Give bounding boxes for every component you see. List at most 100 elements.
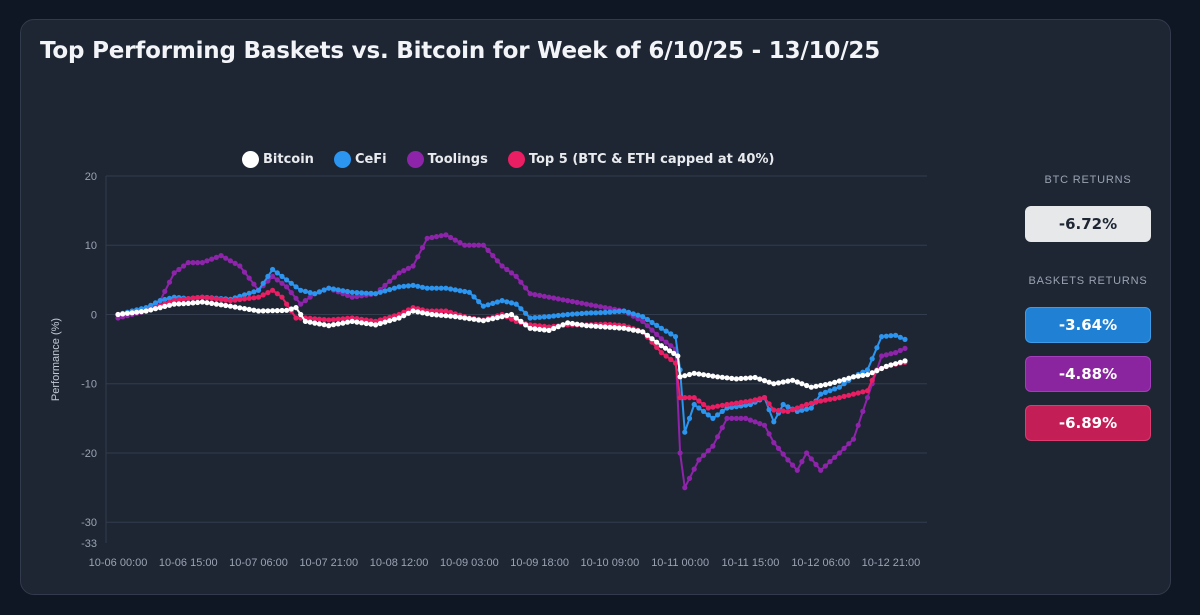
data-point-bitcoin <box>237 305 243 311</box>
data-point-toolings <box>733 415 740 421</box>
data-point-cefi <box>719 408 725 414</box>
data-point-cefi <box>541 314 547 320</box>
data-point-top5 <box>663 353 669 359</box>
data-point-toolings <box>794 467 800 473</box>
data-point-toolings <box>490 253 496 259</box>
x-tick-label: 10-08 12:00 <box>370 557 429 569</box>
data-point-cefi <box>448 286 454 292</box>
data-point-top5 <box>738 399 744 405</box>
y-tick-label: -10 <box>81 379 97 391</box>
data-point-bitcoin <box>209 300 215 306</box>
data-point-toolings <box>438 233 444 239</box>
data-point-cefi <box>668 331 674 337</box>
data-point-bitcoin <box>227 303 233 309</box>
legend-item-bitcoin[interactable]: Bitcoin <box>242 150 314 168</box>
data-point-cefi <box>340 288 346 294</box>
data-point-top5 <box>808 400 814 406</box>
data-point-cefi <box>532 315 538 321</box>
data-point-cefi <box>804 406 810 412</box>
data-point-toolings <box>565 298 571 304</box>
data-point-cefi <box>565 311 571 318</box>
data-point-toolings <box>471 242 477 248</box>
data-point-cefi <box>527 315 533 321</box>
data-point-top5 <box>682 395 688 401</box>
data-point-bitcoin <box>518 318 524 324</box>
data-point-cefi <box>485 302 491 308</box>
x-tick-label: 10-11 00:00 <box>651 557 709 569</box>
data-point-top5 <box>237 296 243 303</box>
data-point-toolings <box>246 275 252 281</box>
data-point-bitcoin <box>822 382 829 388</box>
data-point-cefi <box>265 273 271 279</box>
data-point-cefi <box>373 291 379 297</box>
data-point-bitcoin <box>527 325 533 331</box>
data-point-bitcoin <box>396 315 402 321</box>
legend-item-top5[interactable]: Top 5 (BTC & ETH capped at 40%) <box>507 150 774 168</box>
data-point-cefi <box>588 310 594 316</box>
data-point-bitcoin <box>181 301 187 307</box>
data-point-top5 <box>340 316 346 322</box>
data-point-cefi <box>696 405 702 411</box>
data-point-cefi <box>490 300 496 306</box>
data-point-toolings <box>785 457 791 463</box>
data-point-top5 <box>284 301 290 307</box>
data-point-toolings <box>401 268 407 274</box>
data-point-toolings <box>499 263 505 269</box>
data-point-top5 <box>691 395 697 401</box>
data-point-top5 <box>780 408 786 414</box>
data-point-bitcoin <box>499 314 505 320</box>
data-point-cefi <box>649 319 655 326</box>
data-point-cefi <box>893 332 899 338</box>
data-point-toolings <box>424 235 430 241</box>
data-point-toolings <box>579 300 585 306</box>
data-point-top5 <box>433 308 440 314</box>
data-point-bitcoin <box>382 319 388 325</box>
data-point-toolings <box>790 462 796 468</box>
x-tick-label: 10-11 15:00 <box>721 557 779 569</box>
data-point-toolings <box>190 260 196 266</box>
data-point-bitcoin <box>537 326 543 332</box>
data-point-toolings <box>270 273 276 279</box>
legend-marker-cefi <box>333 150 351 168</box>
data-point-cefi <box>621 308 627 314</box>
data-point-bitcoin <box>855 373 861 379</box>
data-point-cefi <box>344 288 351 295</box>
data-point-cefi <box>260 280 266 286</box>
data-point-bitcoin <box>602 324 608 330</box>
data-point-bitcoin <box>476 317 482 323</box>
data-point-cefi <box>438 285 444 291</box>
legend-item-toolings[interactable]: Toolings <box>406 150 488 168</box>
data-point-toolings <box>799 459 805 465</box>
data-point-toolings <box>879 353 885 359</box>
data-point-bitcoin <box>415 309 421 315</box>
data-point-toolings <box>893 350 899 356</box>
data-point-bitcoin <box>326 323 332 329</box>
data-point-toolings <box>752 419 758 425</box>
data-point-cefi <box>274 270 280 276</box>
data-point-cefi <box>808 405 814 411</box>
data-point-top5 <box>790 407 796 413</box>
data-point-bitcoin <box>148 307 154 313</box>
data-point-toolings <box>841 445 847 451</box>
data-point-top5 <box>232 297 238 303</box>
data-point-bitcoin <box>115 311 121 318</box>
data-point-toolings <box>701 452 707 458</box>
data-point-toolings <box>344 292 351 298</box>
data-point-top5 <box>209 295 215 301</box>
data-point-toolings <box>761 422 768 428</box>
data-point-bitcoin <box>138 309 144 315</box>
data-point-bitcoin <box>560 322 566 328</box>
data-point-cefi <box>279 273 285 279</box>
data-point-top5 <box>274 291 280 297</box>
legend-item-cefi[interactable]: CeFi <box>333 150 387 168</box>
data-point-bitcoin <box>541 327 547 333</box>
data-point-bitcoin <box>593 323 599 329</box>
data-point-toolings <box>527 291 533 297</box>
data-point-top5 <box>701 401 707 408</box>
data-point-cefi <box>864 367 871 373</box>
data-point-toolings <box>883 352 889 358</box>
data-point-bitcoin <box>424 311 430 317</box>
data-point-cefi <box>288 280 294 286</box>
data-point-top5 <box>794 405 800 411</box>
data-point-bitcoin <box>766 379 772 385</box>
